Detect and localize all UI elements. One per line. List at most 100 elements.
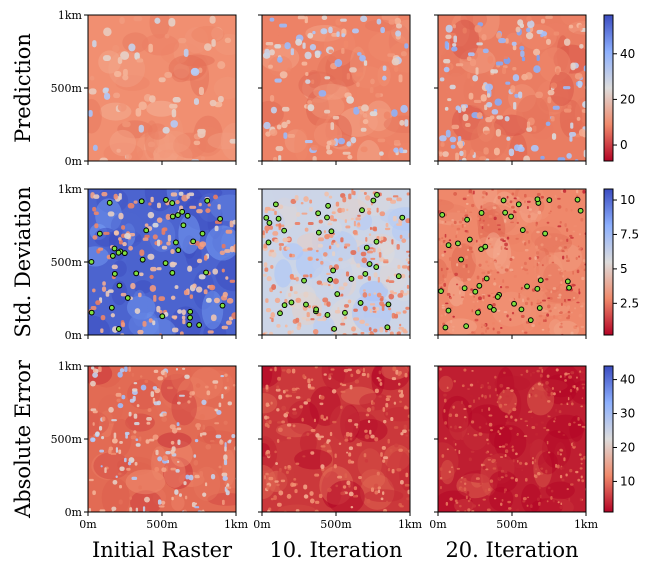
- heatmap-cell: [557, 268, 561, 271]
- heatmap-cell: [493, 147, 500, 156]
- heatmap-cell: [118, 212, 124, 220]
- heatmap-cell: [277, 376, 281, 381]
- heatmap-cell: [264, 225, 270, 232]
- heatmap-cell: [403, 424, 407, 430]
- heatmap-cell: [450, 320, 453, 324]
- heatmap-cell: [207, 203, 211, 207]
- heatmap-cell: [577, 478, 581, 482]
- heatmap-cell: [454, 425, 457, 430]
- heatmap-cell: [472, 504, 477, 508]
- heatmap-cell: [203, 289, 208, 295]
- sample-marker: [275, 215, 282, 222]
- heatmap-cell: [98, 247, 104, 251]
- x-tick-label: 500m: [146, 518, 178, 531]
- heatmap-cell: [306, 311, 310, 318]
- heatmap-cell: [395, 311, 401, 315]
- heatmap-cell: [484, 488, 488, 493]
- heatmap-cell: [333, 332, 337, 335]
- heatmap-cell: [150, 196, 154, 203]
- heatmap-cell: [378, 378, 382, 382]
- heatmap-cell: [351, 326, 356, 332]
- heatmap-cell: [540, 155, 545, 160]
- sample-marker: [173, 239, 179, 246]
- sample-marker: [180, 222, 187, 229]
- heatmap-cell: [559, 505, 563, 510]
- heatmap-cell: [560, 403, 563, 406]
- heatmap-cell: [141, 317, 177, 335]
- heatmap-cell: [515, 26, 521, 33]
- heatmap-cell: [576, 301, 580, 304]
- heatmap-cell: [264, 48, 270, 57]
- heatmap-cell: [480, 94, 487, 102]
- sample-marker: [111, 245, 118, 252]
- heatmap-cell: [462, 27, 467, 34]
- heatmap-cell: [148, 438, 155, 442]
- heatmap-cell: [171, 109, 177, 118]
- heatmap-cell: [136, 404, 140, 408]
- heatmap-cell: [498, 432, 502, 436]
- heatmap-cell: [578, 24, 583, 31]
- heatmap-cell: [325, 416, 329, 420]
- heatmap-cell: [274, 259, 293, 288]
- heatmap-cell: [372, 247, 376, 253]
- heatmap-cell: [385, 279, 390, 283]
- heatmap-cell: [277, 204, 284, 210]
- heatmap-cell: [216, 410, 222, 415]
- sample-marker: [500, 197, 507, 204]
- heatmap-cell: [152, 234, 158, 240]
- heatmap-cell: [357, 214, 361, 217]
- heatmap-cell: [302, 42, 306, 49]
- heatmap-cell: [294, 488, 298, 494]
- heatmap-cell: [170, 295, 176, 300]
- heatmap-cell: [202, 425, 217, 445]
- heatmap-cell: [274, 366, 277, 372]
- heatmap-cell: [492, 206, 497, 210]
- heatmap-cell: [170, 467, 176, 471]
- heatmap-cell: [88, 109, 93, 117]
- heatmap-cell: [100, 465, 103, 468]
- heatmap-cell: [390, 416, 394, 422]
- heatmap-cell: [322, 418, 327, 421]
- heatmap-cell: [539, 494, 542, 499]
- heatmap-cell: [301, 317, 308, 320]
- heatmap-cell: [407, 489, 410, 495]
- heatmap-cell: [171, 327, 179, 333]
- heatmap-cell: [317, 318, 324, 322]
- heatmap-cell: [547, 400, 551, 403]
- heatmap-cell: [488, 243, 492, 246]
- heatmap-cell: [460, 437, 464, 441]
- heatmap-cell: [275, 223, 280, 227]
- heatmap-cell: [156, 400, 161, 406]
- heatmap-cell: [320, 28, 328, 35]
- heatmap-cell: [305, 318, 311, 322]
- heatmap-cell: [113, 432, 117, 439]
- heatmap-cell: [440, 267, 443, 272]
- heatmap-cell: [292, 424, 296, 428]
- heatmap-cell: [184, 495, 188, 500]
- heatmap-cell: [523, 155, 530, 161]
- heatmap-cell: [389, 331, 394, 335]
- heatmap-cell: [127, 203, 135, 209]
- heatmap-cell: [514, 418, 518, 422]
- heatmap-cell: [302, 509, 306, 512]
- heatmap-cell: [456, 263, 459, 267]
- heatmap-cell: [555, 236, 558, 241]
- heatmap-cell: [88, 478, 94, 482]
- heatmap-cell: [524, 331, 528, 334]
- heatmap-cell: [494, 375, 497, 379]
- heatmap-cell: [575, 470, 579, 474]
- heatmap-cell: [115, 475, 118, 478]
- heatmap-cell: [157, 456, 163, 462]
- heatmap-cell: [269, 225, 273, 230]
- heatmap-cell: [202, 509, 205, 512]
- heatmap-cell: [570, 122, 574, 129]
- heatmap-cell: [295, 276, 299, 282]
- heatmap-cell: [278, 490, 284, 496]
- heatmap-cell: [542, 299, 546, 302]
- heatmap-cell: [461, 104, 466, 112]
- heatmap-cell: [547, 235, 552, 239]
- heatmap-cell: [449, 425, 453, 429]
- heatmap-cell: [295, 317, 300, 323]
- heatmap-cell: [134, 308, 141, 314]
- heatmap-cell: [545, 121, 551, 126]
